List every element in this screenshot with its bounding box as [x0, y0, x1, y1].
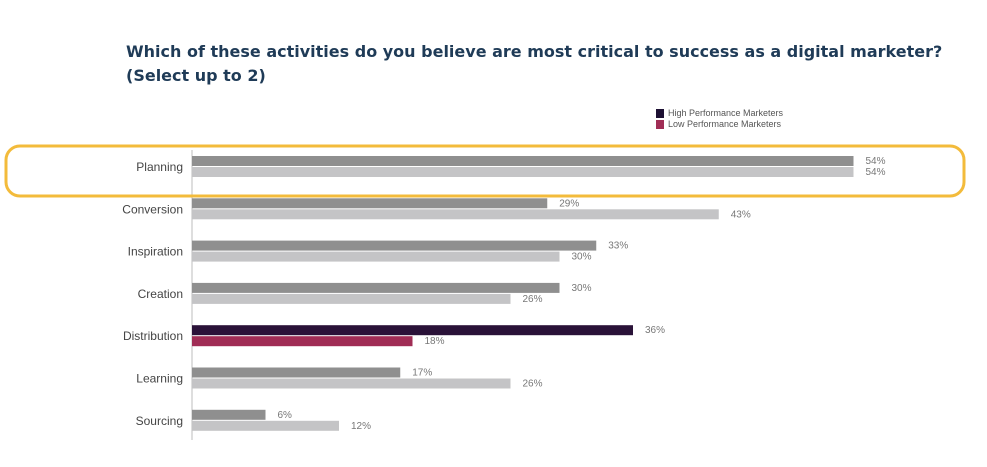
- bar-high-inspiration: [192, 240, 597, 251]
- bar-low-creation: [192, 293, 511, 304]
- category-label-sourcing: Sourcing: [136, 414, 183, 428]
- category-label-distribution: Distribution: [123, 329, 183, 343]
- value-label-high-sourcing: 6%: [278, 410, 293, 421]
- value-label-high-inspiration: 33%: [608, 241, 628, 252]
- annotation-highlight-outline: [4, 144, 966, 198]
- value-label-high-planning: 54%: [866, 156, 886, 167]
- chart-title-line2: (Select up to 2): [126, 66, 266, 85]
- category-label-creation: Creation: [138, 287, 183, 301]
- bar-high-sourcing: [192, 409, 266, 420]
- value-label-low-sourcing: 12%: [351, 421, 371, 432]
- category-label-inspiration: Inspiration: [128, 245, 183, 259]
- legend-label-low: Low Performance Marketers: [668, 119, 782, 129]
- value-label-low-inspiration: 30%: [572, 252, 592, 263]
- value-label-low-learning: 26%: [523, 379, 543, 390]
- bar-high-creation: [192, 282, 560, 293]
- value-label-low-planning: 54%: [866, 167, 886, 178]
- bar-high-planning: [192, 156, 854, 166]
- bar-low-sourcing: [192, 420, 339, 431]
- value-label-low-creation: 26%: [523, 294, 543, 305]
- bar-low-planning: [192, 167, 854, 177]
- bar-low-conversion: [192, 209, 719, 220]
- bar-low-distribution: [192, 336, 413, 347]
- value-label-high-creation: 30%: [572, 283, 592, 294]
- legend-item-high: High Performance Marketers: [656, 108, 783, 119]
- bar-high-distribution: [192, 325, 633, 336]
- legend-item-low: Low Performance Marketers: [656, 119, 783, 130]
- value-label-high-learning: 17%: [412, 368, 432, 379]
- chart-legend: High Performance Marketers Low Performan…: [656, 108, 783, 130]
- legend-swatch-high: [656, 109, 664, 118]
- bar-high-learning: [192, 367, 401, 378]
- bar-low-learning: [192, 378, 511, 389]
- value-label-high-conversion: 29%: [559, 198, 579, 209]
- chart-title: Which of these activities do you believe…: [126, 40, 943, 88]
- value-label-low-distribution: 18%: [425, 336, 445, 347]
- bar-high-conversion: [192, 198, 548, 209]
- value-label-high-distribution: 36%: [645, 325, 665, 336]
- legend-swatch-low: [656, 120, 664, 129]
- category-label-learning: Learning: [136, 372, 183, 386]
- chart-title-line1: Which of these activities do you believe…: [126, 42, 943, 61]
- category-label-planning: Planning: [136, 160, 183, 174]
- bar-low-inspiration: [192, 251, 560, 262]
- legend-label-high: High Performance Marketers: [668, 108, 784, 118]
- category-label-conversion: Conversion: [122, 202, 183, 216]
- value-label-low-conversion: 43%: [731, 209, 751, 220]
